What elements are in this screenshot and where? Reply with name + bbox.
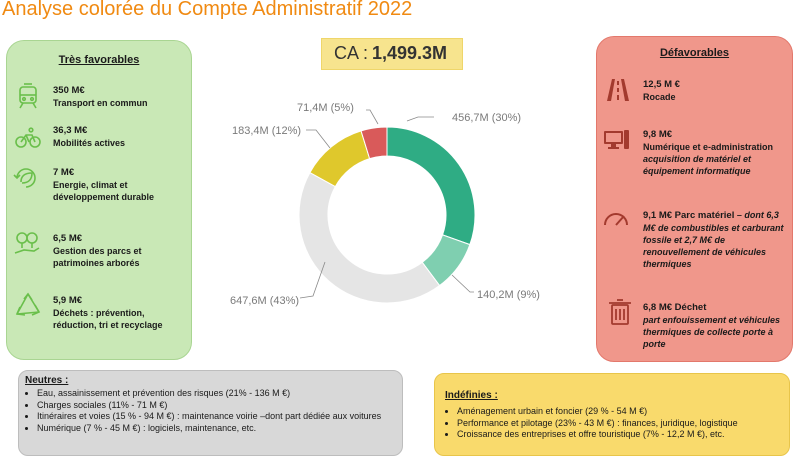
- list-item: Numérique (7 % - 45 M €) : logiciels, ma…: [37, 423, 397, 435]
- donut-label: 647,6M (43%): [230, 295, 299, 307]
- ca-value: 1,499.3M: [372, 43, 448, 63]
- neutres-title: Neutres :: [25, 375, 69, 386]
- list-item: Croissance des entreprises et offre tour…: [457, 429, 787, 441]
- neutres-list: Eau, assainissement et prévention des ri…: [25, 388, 397, 434]
- gauge-icon: [604, 213, 628, 226]
- recycle-icon: [15, 292, 41, 316]
- trash-icon: [609, 299, 631, 325]
- ca-total-box: CA : 1,499.3M: [321, 38, 463, 70]
- favorables-panel: Très favorables 350 M€ Transport en comm…: [6, 40, 192, 360]
- defavorable-item: 9,8 M€ Numérique et e-administration acq…: [643, 129, 774, 176]
- list-item: Aménagement urbain et foncier (29 % - 54…: [457, 406, 787, 418]
- donut-label: 71,4M (5%): [297, 102, 354, 114]
- favorables-title: Très favorables: [58, 54, 140, 66]
- indefinies-list: Aménagement urbain et foncier (29 % - 54…: [445, 406, 787, 441]
- favorable-item: 7 M€ Energie, climat et développement du…: [53, 167, 155, 202]
- donut-segment: [298, 171, 441, 304]
- favorable-item: 5,9 M€ Déchets : prévention, réduction, …: [53, 295, 163, 330]
- bicycle-icon: [15, 127, 41, 148]
- computer-icon: [604, 130, 629, 149]
- neutres-box: Neutres : Eau, assainissement et prévent…: [18, 370, 403, 456]
- defavorable-item: 9,1 M€ Parc matériel – dont 6,3 M€ de co…: [643, 210, 784, 269]
- donut-segment: [386, 126, 476, 246]
- leaf-recycle-icon: [13, 168, 36, 188]
- defavorables-title: Défavorables: [659, 47, 730, 59]
- road-icon: [607, 79, 629, 101]
- donut-label: 183,4M (12%): [232, 125, 301, 137]
- list-item: Charges sociales (11% - 71 M €): [37, 400, 397, 412]
- indefinies-title: Indéfinies :: [445, 390, 498, 401]
- defavorable-item: 6,8 M€ Déchet part enfouissement et véhi…: [643, 302, 781, 349]
- defavorables-panel: Défavorables 12,5 M € Rocade 9,8 M€ Numé…: [596, 36, 793, 362]
- donut-label: 456,7M (30%): [452, 112, 521, 124]
- ca-label: CA :: [334, 43, 369, 63]
- list-item: Eau, assainissement et prévention des ri…: [37, 388, 397, 400]
- favorable-item: 36,3 M€ Mobilités actives: [53, 125, 126, 148]
- list-item: Itinéraires et voies (15 % - 94 M €) : m…: [37, 411, 397, 423]
- tram-icon: [19, 83, 37, 109]
- page-title: Analyse colorée du Compte Administratif …: [2, 0, 413, 20]
- donut-label: 140,2M (9%): [477, 289, 540, 301]
- favorable-item: 6,5 M€ Gestion des parcs et patrimoines …: [53, 233, 142, 268]
- donut-segment: [360, 126, 388, 160]
- favorable-item: 350 M€ Transport en commun: [53, 85, 148, 108]
- list-item: Performance et pilotage (23% - 43 M €) :…: [457, 418, 787, 430]
- defavorable-item: 12,5 M € Rocade: [643, 79, 680, 102]
- tree-hand-icon: [14, 232, 40, 254]
- indefinies-box: Indéfinies : Aménagement urbain et fonci…: [434, 373, 790, 456]
